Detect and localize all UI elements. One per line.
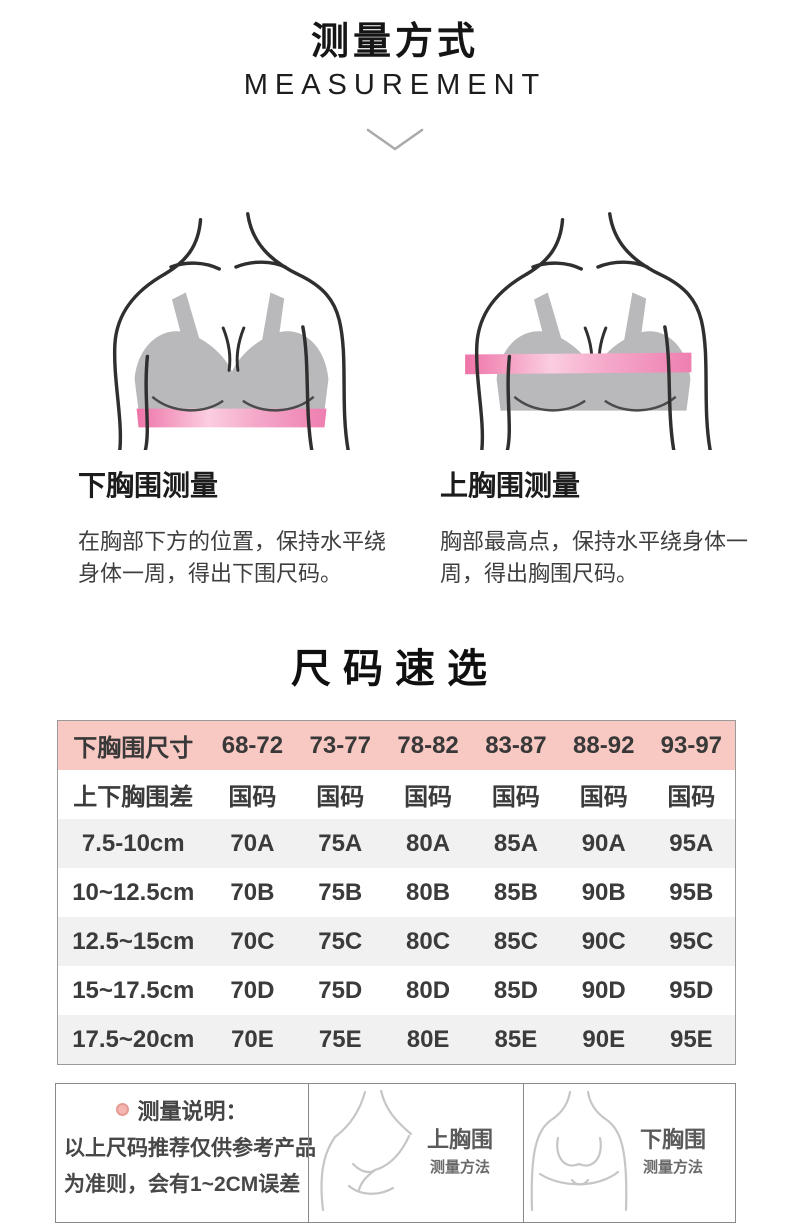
table-header-cell: 88-92 [559, 720, 648, 771]
chevron-down-icon [0, 128, 790, 152]
table-cell: 75E [296, 1015, 385, 1065]
overbust-method-cell: 上胸围 测量方法 [308, 1083, 523, 1222]
table-row: 7.5-10cm 70A 75A 80A 85A 90A 95A [57, 819, 736, 869]
table-cell: 80D [406, 976, 451, 1004]
table-cell: 70A [208, 819, 297, 869]
overbust-method-sketch-icon [320, 1089, 413, 1211]
notes-line-2: 为准则，会有1~2CM误差 [64, 1172, 301, 1196]
table-cell: 95B [669, 878, 714, 906]
table-header-cell: 68-72 [208, 720, 297, 771]
underbust-info: 下胸围测量 在胸部下方的位置，保持水平绕身体一周，得出下围尺码。 [78, 464, 396, 590]
table-cell: 15~17.5cm [72, 976, 195, 1004]
overbust-description: 胸部最高点，保持水平绕身体一周，得出胸围尺码。 [440, 529, 749, 586]
overbust-method-label: 上胸围 测量方法 [427, 1122, 493, 1177]
table-cell: 10~12.5cm [72, 878, 195, 906]
page-subtitle: MEASUREMENT [243, 69, 547, 101]
size-table: 下胸围尺寸 68-72 73-77 78-82 83-87 88-92 93-9… [57, 719, 736, 1065]
table-cell: 85A [471, 819, 560, 869]
table-row: 12.5~15cm 70C 75C 80C 85C 90C 95C [57, 917, 736, 967]
underbust-description: 在胸部下方的位置，保持水平绕身体一周，得出下围尺码。 [78, 529, 387, 586]
underbust-method-label-sub: 测量方法 [643, 1158, 704, 1176]
table-cell: 国码 [404, 784, 453, 812]
table-cell: 国码 [316, 784, 365, 812]
table-header-cell: 78-82 [384, 720, 472, 771]
table-cell: 85B [493, 878, 538, 906]
table-cell: 75C [296, 917, 385, 967]
page-header: 测量方式 MEASUREMENT [0, 0, 790, 102]
table-row: 17.5~20cm 70E 75E 80E 85E 90E 95E [57, 1015, 736, 1065]
table-cell: 80E [384, 1015, 472, 1065]
table-cell: 95E [647, 1015, 736, 1065]
table-cell: 90C [559, 917, 648, 967]
measurement-notes-box: 测量说明： 以上尺码推荐仅供参考产品 为准则，会有1~2CM误差 上胸围 测 [55, 1082, 736, 1223]
table-cell: 75D [318, 976, 363, 1004]
measure-info-row: 下胸围测量 在胸部下方的位置，保持水平绕身体一周，得出下围尺码。 上胸围测量 胸… [0, 464, 790, 590]
table-cell: 95C [647, 917, 736, 967]
table-cell: 75B [318, 878, 363, 906]
table-cell: 70C [208, 917, 297, 967]
table-cell: 12.5~15cm [57, 917, 209, 967]
table-row: 10~12.5cm 70B 75B 80B 85B 90B 95B [58, 868, 736, 917]
table-cell: 80C [384, 917, 472, 967]
notes-text-cell: 测量说明： 以上尺码推荐仅供参考产品 为准则，会有1~2CM误差 [56, 1084, 316, 1222]
underbust-illustration [112, 212, 350, 450]
table-cell: 国码 [228, 784, 277, 812]
pink-dot-icon [116, 1103, 130, 1117]
table-cell: 90D [581, 976, 626, 1004]
underbust-method-cell: 下胸围 测量方法 [523, 1083, 735, 1222]
table-cell: 85C [471, 917, 560, 967]
notes-title: 测量说明： [137, 1098, 248, 1124]
table-cell: 90E [559, 1015, 648, 1065]
overbust-method-label-sub: 测量方法 [430, 1158, 491, 1176]
overbust-method-label-main: 上胸围 [427, 1126, 494, 1152]
size-table-title: 尺码速选 [291, 646, 499, 691]
table-cell: 90B [581, 878, 626, 906]
table-cell: 95A [647, 819, 736, 869]
table-cell: 70E [208, 1015, 297, 1065]
table-cell: 80A [384, 819, 472, 869]
table-cell: 70D [230, 976, 275, 1004]
underbust-method-label: 下胸围 测量方法 [640, 1122, 706, 1177]
table-cell: 国码 [667, 784, 716, 812]
table-cell: 国码 [579, 784, 628, 812]
table-header-cell: 93-97 [647, 720, 736, 771]
figure-row [0, 204, 790, 450]
underbust-method-sketch-icon [530, 1090, 628, 1211]
table-subheader-row: 上下胸围差 国码 国码 国码 国码 国码 国码 [58, 770, 736, 819]
table-cell: 17.5~20cm [57, 1015, 209, 1065]
table-cell: 国码 [491, 784, 540, 812]
table-cell: 7.5-10cm [57, 819, 209, 869]
underbust-method-label-main: 下胸围 [640, 1126, 707, 1152]
table-cell: 85E [471, 1015, 560, 1065]
overbust-title: 上胸围测量 [440, 470, 581, 501]
overbust-illustration [465, 212, 712, 450]
table-cell: 90A [559, 819, 648, 869]
table-header-cell: 83-87 [471, 720, 560, 771]
table-header-cell: 73-77 [296, 720, 385, 771]
table-cell: 70B [230, 878, 275, 906]
underbust-title: 下胸围测量 [78, 470, 219, 501]
table-row: 15~17.5cm 70D 75D 80D 85D 90D 95D [58, 966, 736, 1015]
table-header-row: 下胸围尺寸 68-72 73-77 78-82 83-87 88-92 93-9… [57, 720, 736, 771]
table-cell: 80B [406, 878, 451, 906]
overbust-info: 上胸围测量 胸部最高点，保持水平绕身体一周，得出胸围尺码。 [440, 464, 758, 590]
table-cell: 上下胸围差 [73, 784, 194, 812]
table-cell: 85D [493, 976, 538, 1004]
table-header-cell: 下胸围尺寸 [57, 720, 209, 771]
page-title: 测量方式 [310, 21, 479, 63]
underbust-figure [72, 204, 394, 450]
overbust-figure [434, 204, 756, 450]
table-cell: 75A [296, 819, 385, 869]
table-cell: 95D [669, 976, 714, 1004]
